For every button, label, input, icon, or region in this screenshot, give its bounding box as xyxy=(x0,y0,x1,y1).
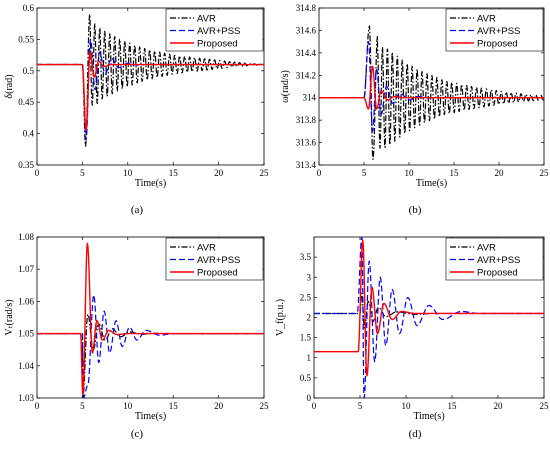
y-axis-label: V_f(p.u.) xyxy=(275,299,286,336)
x-tick-label: 15 xyxy=(450,168,460,178)
legend-label: AVR xyxy=(477,14,496,25)
series-line-proposed xyxy=(319,65,544,110)
chart-a: 0 5 10 15 20 25 0.35 0.4 0.45 0.5 0.55 0.6 Time(s) δ(… xyxy=(4,3,269,216)
x-tick-label: 20 xyxy=(494,401,504,411)
y-tick-label: 314 xyxy=(303,93,317,103)
chart-b: 0 5 10 15 20 25 313.4 313.6 313.8 314 314.2 314.4 31… xyxy=(280,3,549,216)
series-line-proposed xyxy=(37,51,264,132)
x-tick-label: 10 xyxy=(123,168,133,178)
legend-label: AVR xyxy=(197,243,216,254)
legend-label: AVR xyxy=(477,243,496,254)
x-axis-label: Time(s) xyxy=(416,178,447,189)
y-tick-label: 2 xyxy=(307,313,312,323)
y-tick-label: 0.55 xyxy=(18,34,34,44)
y-tick-label: 0.5 xyxy=(23,66,35,76)
x-axis-label: Time(s) xyxy=(135,411,166,422)
x-tick-label: 15 xyxy=(448,401,458,411)
x-tick-label: 25 xyxy=(260,401,270,411)
legend-label: AVR xyxy=(197,14,216,25)
chart-c: 0 5 10 15 20 25 1.03 1.04 1.05 1.06 1.07 1.08 Time(s… xyxy=(4,232,269,440)
y-tick-label: 0.6 xyxy=(23,3,35,13)
series-line-avr-pss xyxy=(314,237,544,398)
y-tick-label: 0.35 xyxy=(18,160,34,170)
subfigure-caption: (c) xyxy=(131,428,144,440)
x-axis-label: Time(s) xyxy=(135,178,166,189)
x-tick-label: 0 xyxy=(317,168,322,178)
y-tick-label: 314.6 xyxy=(296,25,317,35)
y-tick-label: 314.2 xyxy=(296,70,316,80)
y-tick-label: 1.04 xyxy=(18,361,34,371)
series-line-avr-pss xyxy=(37,38,264,141)
x-tick-label: 0 xyxy=(312,401,317,411)
x-tick-label: 20 xyxy=(214,168,224,178)
y-tick-label: 3 xyxy=(307,272,312,282)
x-tick-label: 5 xyxy=(80,168,85,178)
x-tick-label: 15 xyxy=(169,168,179,178)
y-tick-label: 0.5 xyxy=(300,373,312,383)
x-tick-label: 25 xyxy=(260,168,270,178)
y-tick-label: 313.4 xyxy=(296,160,317,170)
x-axis-label: Time(s) xyxy=(413,411,444,422)
y-tick-label: 1.07 xyxy=(18,264,34,274)
subfigure-caption: (d) xyxy=(409,428,422,440)
y-tick-label: 1.06 xyxy=(18,296,34,306)
y-tick-label: 1 xyxy=(307,353,312,363)
legend-label: Proposed xyxy=(477,39,518,50)
x-tick-label: 0 xyxy=(35,401,40,411)
y-tick-label: 1.05 xyxy=(18,329,34,339)
x-tick-label: 0 xyxy=(35,168,40,178)
chart-d: 0 5 10 15 20 25 0 0.5 1 1.5 2 2.5 3 3.5 Time(s) V_f(p.u… xyxy=(275,236,550,440)
series-line-avr-pss xyxy=(319,41,544,132)
legend-label: Proposed xyxy=(197,39,238,50)
x-tick-label: 10 xyxy=(405,168,415,178)
subfigure-caption: (b) xyxy=(409,204,422,216)
x-tick-label: 5 xyxy=(358,401,363,411)
y-axis-label: δ(rad) xyxy=(4,74,15,98)
series-line-avr-pss xyxy=(37,294,264,398)
x-tick-label: 10 xyxy=(123,401,133,411)
legend-label: AVR+PSS xyxy=(477,26,520,37)
y-tick-label: 1.08 xyxy=(18,232,34,242)
y-tick-label: 314.4 xyxy=(296,48,317,58)
subfigure-caption: (a) xyxy=(131,204,144,216)
y-tick-label: 313.8 xyxy=(296,115,317,125)
y-tick-label: 2.5 xyxy=(300,292,312,302)
series-line-avr xyxy=(319,25,544,160)
x-tick-label: 20 xyxy=(214,401,224,411)
y-tick-label: 3.5 xyxy=(300,252,312,262)
series-line-proposed xyxy=(37,242,264,396)
x-tick-label: 10 xyxy=(402,401,412,411)
legend-label: AVR+PSS xyxy=(197,255,240,266)
legend-label: Proposed xyxy=(477,268,518,279)
y-tick-label: 0.4 xyxy=(23,129,35,139)
y-tick-label: 313.6 xyxy=(296,138,317,148)
y-tick-label: 1.03 xyxy=(18,393,34,403)
y-tick-label: 0.45 xyxy=(18,97,34,107)
legend-label: AVR+PSS xyxy=(477,255,520,266)
x-tick-label: 25 xyxy=(540,401,550,411)
legend-label: AVR+PSS xyxy=(197,26,240,37)
y-tick-label: 0 xyxy=(307,393,312,403)
y-tick-label: 314.8 xyxy=(296,3,317,13)
y-axis-label: ω(rad/s) xyxy=(280,70,291,103)
x-tick-label: 5 xyxy=(80,401,85,411)
x-tick-label: 20 xyxy=(495,168,505,178)
y-axis-label: Vₜ(rad/s) xyxy=(4,299,15,335)
series-line-avr xyxy=(37,13,264,147)
y-tick-label: 1.5 xyxy=(300,333,312,343)
legend-label: Proposed xyxy=(197,268,238,279)
x-tick-label: 25 xyxy=(540,168,550,178)
series-line-proposed xyxy=(314,239,544,377)
x-tick-label: 15 xyxy=(169,401,179,411)
x-tick-label: 5 xyxy=(362,168,367,178)
